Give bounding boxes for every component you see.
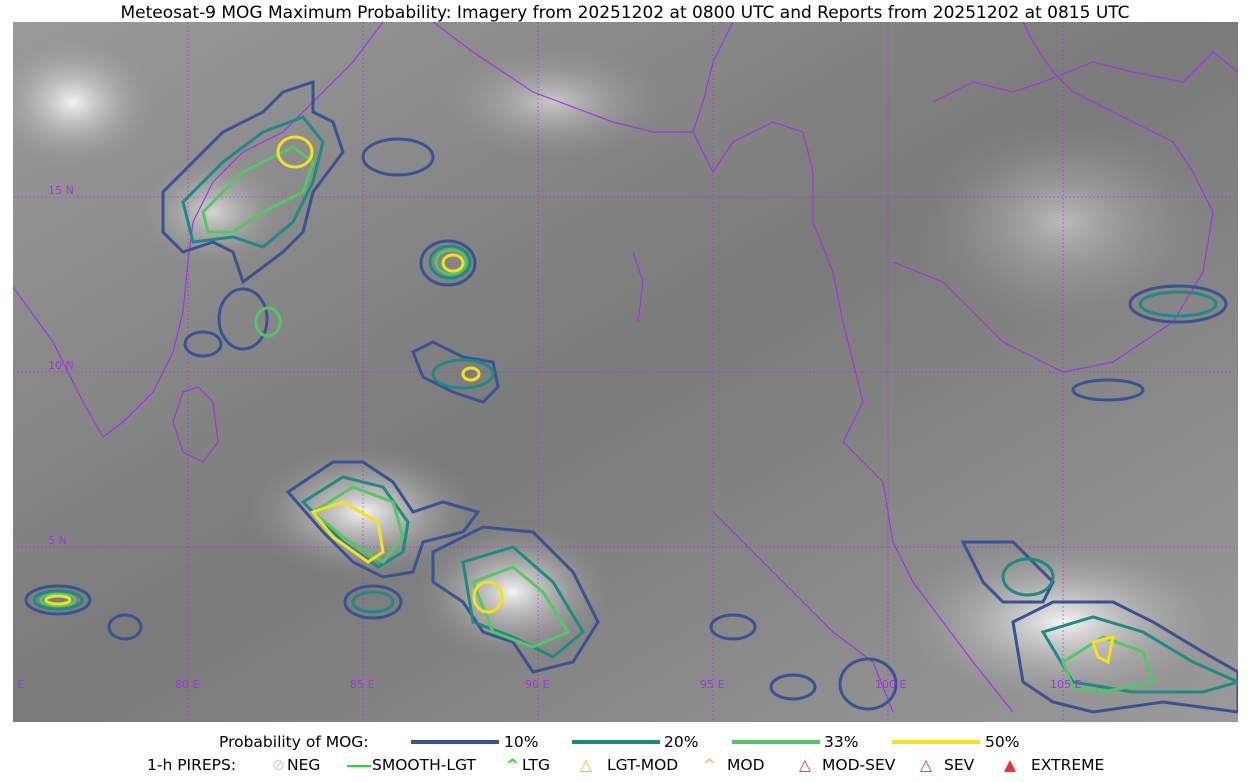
- swatch-33pct: [732, 740, 820, 744]
- lon-label: 100 E: [875, 678, 906, 691]
- swatch-10pct: [411, 740, 499, 744]
- probability-legend: Probability of MOG: 10% 20% 33% 50%: [0, 733, 1250, 753]
- satellite-map: 15 N 10 N 5 N 75 E 80 E 85 E 90 E 95 E 100 E 105 …: [13, 22, 1238, 722]
- sev-icon: △: [920, 756, 932, 774]
- lon-label: 95 E: [700, 678, 724, 691]
- probability-legend-title: Probability of MOG:: [219, 733, 369, 751]
- swatch-20pct: [572, 740, 660, 744]
- lon-label: 105 E: [1050, 678, 1081, 691]
- level-50pct-label: 50%: [985, 733, 1020, 751]
- level-33pct-label: 33%: [824, 733, 859, 751]
- lgt-mod-icon: △: [580, 756, 592, 774]
- mod-label: MOD: [727, 756, 765, 774]
- lat-label: 15 N: [48, 184, 74, 197]
- smooth-lgt-label: SMOOTH-LGT: [372, 756, 476, 774]
- lon-label: 75 E: [13, 678, 24, 691]
- chart-title: Meteosat-9 MOG Maximum Probability: Imag…: [120, 3, 1130, 23]
- lat-lon-grid: [13, 22, 1238, 722]
- lat-label: 5 N: [48, 534, 67, 547]
- ltg-icon: ^: [506, 756, 519, 774]
- pireps-legend-title: 1-h PIREPS:: [147, 756, 237, 774]
- extreme-label: EXTREME: [1031, 756, 1105, 774]
- swatch-50pct: [892, 740, 980, 744]
- neg-label: NEG: [287, 756, 321, 774]
- ltg-label: LTG: [522, 756, 550, 774]
- lon-label: 85 E: [350, 678, 374, 691]
- mod-icon: ^: [703, 756, 716, 774]
- smooth-lgt-icon: [347, 765, 371, 767]
- contour-50pct: [44, 135, 1115, 665]
- mog-contours: [24, 79, 1238, 714]
- grid-labels: 15 N 10 N 5 N 75 E 80 E 85 E 90 E 95 E 100 E 105 …: [13, 184, 1081, 691]
- contour-20pct: [32, 115, 1238, 694]
- lat-label: 10 N: [48, 359, 74, 372]
- lon-label: 90 E: [525, 678, 549, 691]
- coastlines: [13, 22, 1238, 713]
- contour-10pct: [24, 79, 1238, 714]
- extreme-icon: ▲: [1004, 756, 1016, 774]
- mod-sev-icon: △: [799, 756, 811, 774]
- level-10pct-label: 10%: [504, 733, 539, 751]
- lon-label: 80 E: [175, 678, 199, 691]
- neg-icon: ⊘: [272, 756, 285, 774]
- mod-sev-label: MOD-SEV: [822, 756, 896, 774]
- contour-33pct: [39, 145, 1155, 694]
- lgt-mod-label: LGT-MOD: [607, 756, 679, 774]
- pireps-legend: 1-h PIREPS: ⊘ NEG SMOOTH-LGT ^ LTG △ LGT…: [0, 756, 1250, 776]
- level-20pct-label: 20%: [664, 733, 699, 751]
- sev-label: SEV: [944, 756, 975, 774]
